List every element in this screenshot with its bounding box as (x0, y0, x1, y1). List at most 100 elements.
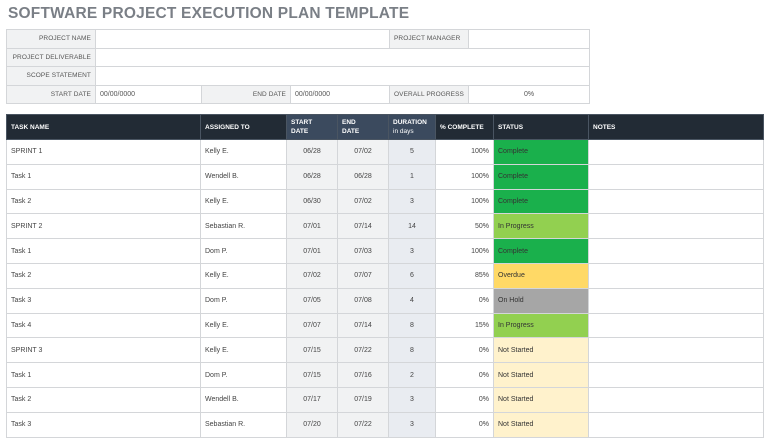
task-name-cell[interactable]: Task 4 (6, 312, 201, 339)
task-name-cell[interactable]: Task 2 (6, 262, 201, 289)
assigned-to-cell[interactable]: Sebastian R. (200, 213, 287, 240)
start-date-cell[interactable]: 07/01 (286, 213, 338, 240)
end-date-cell[interactable]: 07/08 (337, 287, 389, 314)
end-date-field[interactable]: 00/00/0000 (290, 84, 390, 104)
assigned-to-cell[interactable]: Kelly E. (200, 262, 287, 289)
percent-complete-cell[interactable]: 100% (435, 188, 494, 215)
end-date-cell[interactable]: 07/02 (337, 188, 389, 215)
assigned-to-cell[interactable]: Kelly E. (200, 139, 287, 165)
notes-cell[interactable] (588, 337, 764, 364)
notes-cell[interactable] (588, 386, 764, 413)
notes-cell[interactable] (588, 312, 764, 339)
end-date-cell[interactable]: 06/28 (337, 163, 389, 190)
task-name-cell[interactable]: Task 3 (6, 411, 201, 438)
duration-cell[interactable]: 5 (388, 139, 436, 165)
start-date-cell[interactable]: 07/17 (286, 386, 338, 413)
status-cell[interactable]: On Hold (493, 287, 589, 314)
task-name-cell[interactable]: SPRINT 3 (6, 337, 201, 364)
percent-complete-cell[interactable]: 0% (435, 287, 494, 314)
assigned-to-cell[interactable]: Kelly E. (200, 312, 287, 339)
notes-cell[interactable] (588, 362, 764, 388)
start-date-field[interactable]: 00/00/0000 (95, 84, 202, 104)
assigned-to-cell[interactable]: Dom P. (200, 238, 287, 264)
task-name-cell[interactable]: Task 1 (6, 163, 201, 190)
start-date-cell[interactable]: 07/01 (286, 238, 338, 264)
duration-cell[interactable]: 8 (388, 337, 436, 364)
notes-cell[interactable] (588, 163, 764, 190)
assigned-to-cell[interactable]: Wendell B. (200, 386, 287, 413)
start-date-cell[interactable]: 07/05 (286, 287, 338, 314)
duration-cell[interactable]: 8 (388, 312, 436, 339)
status-cell[interactable]: Complete (493, 188, 589, 215)
project-manager-field[interactable] (468, 29, 590, 49)
project-deliverable-field[interactable] (95, 47, 590, 67)
task-name-cell[interactable]: SPRINT 1 (6, 139, 201, 165)
duration-cell[interactable]: 3 (388, 188, 436, 215)
end-date-cell[interactable]: 07/19 (337, 386, 389, 413)
notes-cell[interactable] (588, 262, 764, 289)
status-cell[interactable]: Not Started (493, 362, 589, 388)
status-cell[interactable]: Complete (493, 238, 589, 264)
end-date-cell[interactable]: 07/02 (337, 139, 389, 165)
end-date-cell[interactable]: 07/14 (337, 213, 389, 240)
percent-complete-cell[interactable]: 15% (435, 312, 494, 339)
task-name-cell[interactable]: Task 2 (6, 188, 201, 215)
scope-statement-field[interactable] (95, 66, 590, 86)
start-date-cell[interactable]: 07/15 (286, 362, 338, 388)
percent-complete-cell[interactable]: 0% (435, 362, 494, 388)
duration-cell[interactable]: 4 (388, 287, 436, 314)
percent-complete-cell[interactable]: 50% (435, 213, 494, 240)
status-cell[interactable]: Complete (493, 139, 589, 165)
task-name-cell[interactable]: Task 3 (6, 287, 201, 314)
start-date-cell[interactable]: 06/28 (286, 163, 338, 190)
status-cell[interactable]: Not Started (493, 386, 589, 413)
percent-complete-cell[interactable]: 100% (435, 139, 494, 165)
duration-cell[interactable]: 1 (388, 163, 436, 190)
notes-cell[interactable] (588, 287, 764, 314)
duration-cell[interactable]: 3 (388, 411, 436, 438)
status-cell[interactable]: Not Started (493, 411, 589, 438)
end-date-cell[interactable]: 07/22 (337, 337, 389, 364)
end-date-cell[interactable]: 07/16 (337, 362, 389, 388)
notes-cell[interactable] (588, 238, 764, 264)
assigned-to-cell[interactable]: Kelly E. (200, 337, 287, 364)
duration-cell[interactable]: 6 (388, 262, 436, 289)
task-name-cell[interactable]: Task 2 (6, 386, 201, 413)
status-cell[interactable]: Overdue (493, 262, 589, 289)
start-date-cell[interactable]: 06/28 (286, 139, 338, 165)
percent-complete-cell[interactable]: 100% (435, 238, 494, 264)
status-cell[interactable]: Complete (493, 163, 589, 190)
start-date-cell[interactable]: 07/07 (286, 312, 338, 339)
assigned-to-cell[interactable]: Wendell B. (200, 163, 287, 190)
duration-cell[interactable]: 2 (388, 362, 436, 388)
assigned-to-cell[interactable]: Dom P. (200, 362, 287, 388)
assigned-to-cell[interactable]: Sebastian R. (200, 411, 287, 438)
start-date-cell[interactable]: 07/02 (286, 262, 338, 289)
assigned-to-cell[interactable]: Dom P. (200, 287, 287, 314)
start-date-cell[interactable]: 06/30 (286, 188, 338, 215)
project-name-field[interactable] (95, 29, 390, 49)
end-date-cell[interactable]: 07/07 (337, 262, 389, 289)
status-cell[interactable]: In Progress (493, 312, 589, 339)
start-date-cell[interactable]: 07/15 (286, 337, 338, 364)
duration-cell[interactable]: 14 (388, 213, 436, 240)
end-date-cell[interactable]: 07/03 (337, 238, 389, 264)
duration-cell[interactable]: 3 (388, 238, 436, 264)
notes-cell[interactable] (588, 411, 764, 438)
notes-cell[interactable] (588, 139, 764, 165)
percent-complete-cell[interactable]: 85% (435, 262, 494, 289)
percent-complete-cell[interactable]: 0% (435, 386, 494, 413)
end-date-cell[interactable]: 07/14 (337, 312, 389, 339)
task-name-cell[interactable]: Task 1 (6, 362, 201, 388)
duration-cell[interactable]: 3 (388, 386, 436, 413)
percent-complete-cell[interactable]: 0% (435, 411, 494, 438)
notes-cell[interactable] (588, 213, 764, 240)
percent-complete-cell[interactable]: 0% (435, 337, 494, 364)
status-cell[interactable]: Not Started (493, 337, 589, 364)
task-name-cell[interactable]: SPRINT 2 (6, 213, 201, 240)
end-date-cell[interactable]: 07/22 (337, 411, 389, 438)
start-date-cell[interactable]: 07/20 (286, 411, 338, 438)
percent-complete-cell[interactable]: 100% (435, 163, 494, 190)
notes-cell[interactable] (588, 188, 764, 215)
assigned-to-cell[interactable]: Kelly E. (200, 188, 287, 215)
